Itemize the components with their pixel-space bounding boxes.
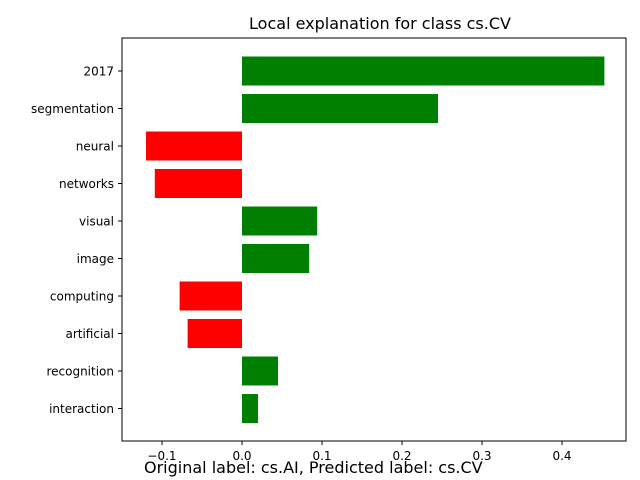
x-tick-label: 0.2 xyxy=(392,449,411,463)
x-tick-label: 0.0 xyxy=(232,449,251,463)
bar-artificial xyxy=(187,319,242,348)
bar-visual xyxy=(242,206,318,236)
bar-recognition xyxy=(242,356,278,386)
chart-title: Local explanation for class cs.CV xyxy=(249,14,511,33)
y-tick-label-2017: 2017 xyxy=(83,65,114,79)
y-tick-label-image: image xyxy=(77,252,114,266)
y-tick-label-networks: networks xyxy=(59,177,114,191)
y-tick-label-recognition: recognition xyxy=(46,365,114,379)
label-caption: Original label: cs.AI, Predicted label: … xyxy=(144,458,483,477)
bar-image xyxy=(242,244,310,273)
y-tick-label-visual: visual xyxy=(79,215,114,229)
bar-2017 xyxy=(242,56,605,86)
x-tick-label: 0.1 xyxy=(312,449,331,463)
y-axis-ticks: 2017 segmentation neural networks visual imag… xyxy=(31,65,122,416)
y-tick-label-artificial: artificial xyxy=(65,327,114,341)
plot-frame xyxy=(121,37,627,442)
bar-segmentation xyxy=(242,94,438,123)
x-tick-label: −0.1 xyxy=(147,449,176,463)
y-tick-label-neural: neural xyxy=(76,140,114,154)
x-tick-label: 0.4 xyxy=(552,449,571,463)
x-tick-label: 0.3 xyxy=(472,449,491,463)
x-axis-ticks: −0.1 0.0 0.1 0.2 0.3 0.4 xyxy=(147,441,572,463)
bar-neural xyxy=(146,131,242,161)
y-tick-label-computing: computing xyxy=(50,290,114,304)
bars-group xyxy=(146,56,605,423)
bar-networks xyxy=(154,169,242,198)
y-tick-label-interaction: interaction xyxy=(49,402,114,416)
bar-computing xyxy=(179,281,242,311)
bar-interaction xyxy=(242,394,258,423)
y-tick-label-segmentation: segmentation xyxy=(31,102,114,116)
